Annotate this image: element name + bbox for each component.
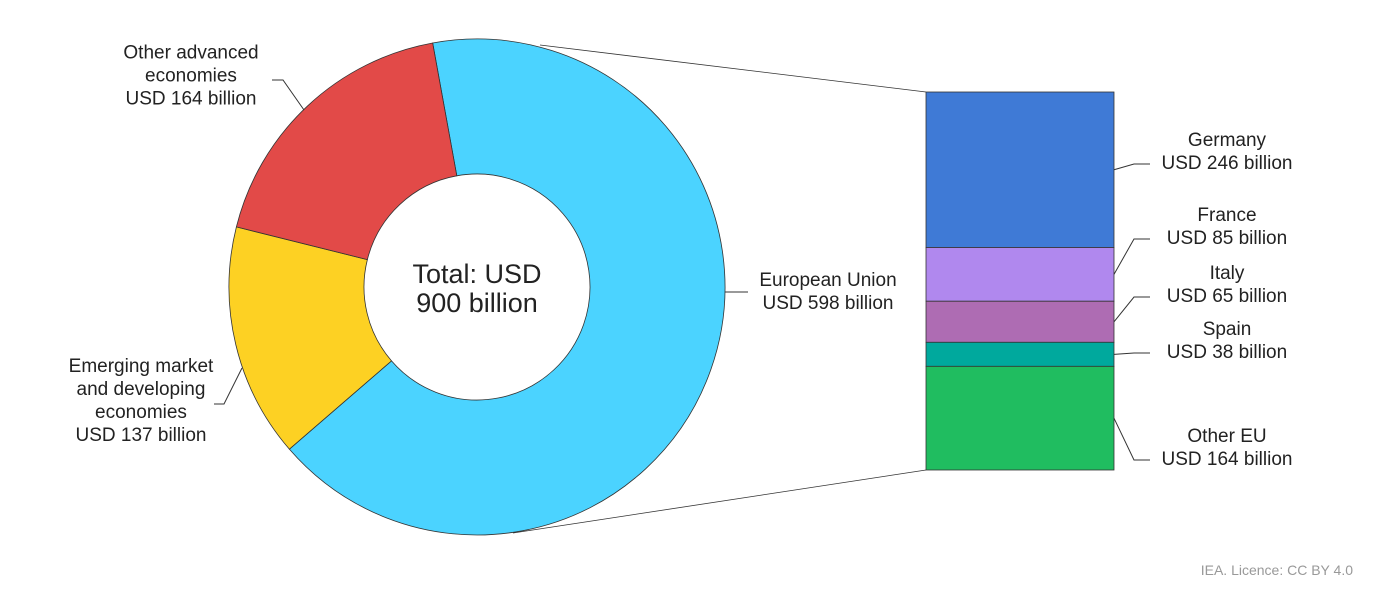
label-name: European Union [759, 270, 897, 291]
label: Other EU USD 164 billion [1142, 425, 1312, 471]
leader-line [272, 79, 305, 111]
bar-segment [925, 91, 1115, 248]
label-value: USD 164 billion [125, 88, 257, 110]
label-value: USD 85 billion [1166, 228, 1288, 249]
label-name: Spain [1202, 319, 1252, 340]
label-name: France [1197, 205, 1257, 226]
leader-line [214, 367, 243, 405]
leader-line [1113, 352, 1150, 355]
connector [512, 469, 927, 534]
label: Other advanced economies USD 164 billion [104, 42, 279, 111]
leader-line [1113, 417, 1150, 461]
label: European Union USD 598 billion [743, 269, 913, 315]
label-name: Germany [1187, 130, 1267, 151]
label: France USD 85 billion [1142, 204, 1312, 250]
label-value: USD 65 billion [1166, 286, 1288, 307]
bar-segment [925, 247, 1115, 302]
label-value: USD 137 billion [75, 425, 207, 446]
label-value: USD 246 billion [1161, 153, 1293, 174]
label-name: Emerging market and developing economies [68, 356, 214, 423]
label-name: Other EU [1187, 426, 1267, 447]
donut-slice [235, 42, 458, 261]
label-value: USD 38 billion [1166, 342, 1288, 363]
leader-line [1113, 238, 1150, 275]
label: Italy USD 65 billion [1142, 262, 1312, 308]
leader-line [1113, 163, 1150, 171]
bar-segment [925, 300, 1115, 343]
label-value: USD 164 billion [1161, 449, 1293, 470]
label: Spain USD 38 billion [1142, 318, 1312, 364]
source-note: IEA. Licence: CC BY 4.0 [1200, 562, 1353, 578]
label-value: USD 598 billion [762, 293, 894, 314]
bar-segment [925, 341, 1115, 367]
label-name: Other advanced economies [123, 42, 259, 87]
donut-slice [288, 38, 726, 536]
donut-slice [228, 226, 393, 450]
label: Germany USD 246 billion [1142, 129, 1312, 175]
donut-total: Total: USD 900 billion [412, 259, 542, 318]
label: Emerging market and developing economies… [66, 355, 216, 447]
leader-line [1113, 296, 1150, 323]
connector [539, 44, 927, 93]
bar-segment [925, 365, 1115, 471]
label-name: Italy [1209, 263, 1245, 284]
